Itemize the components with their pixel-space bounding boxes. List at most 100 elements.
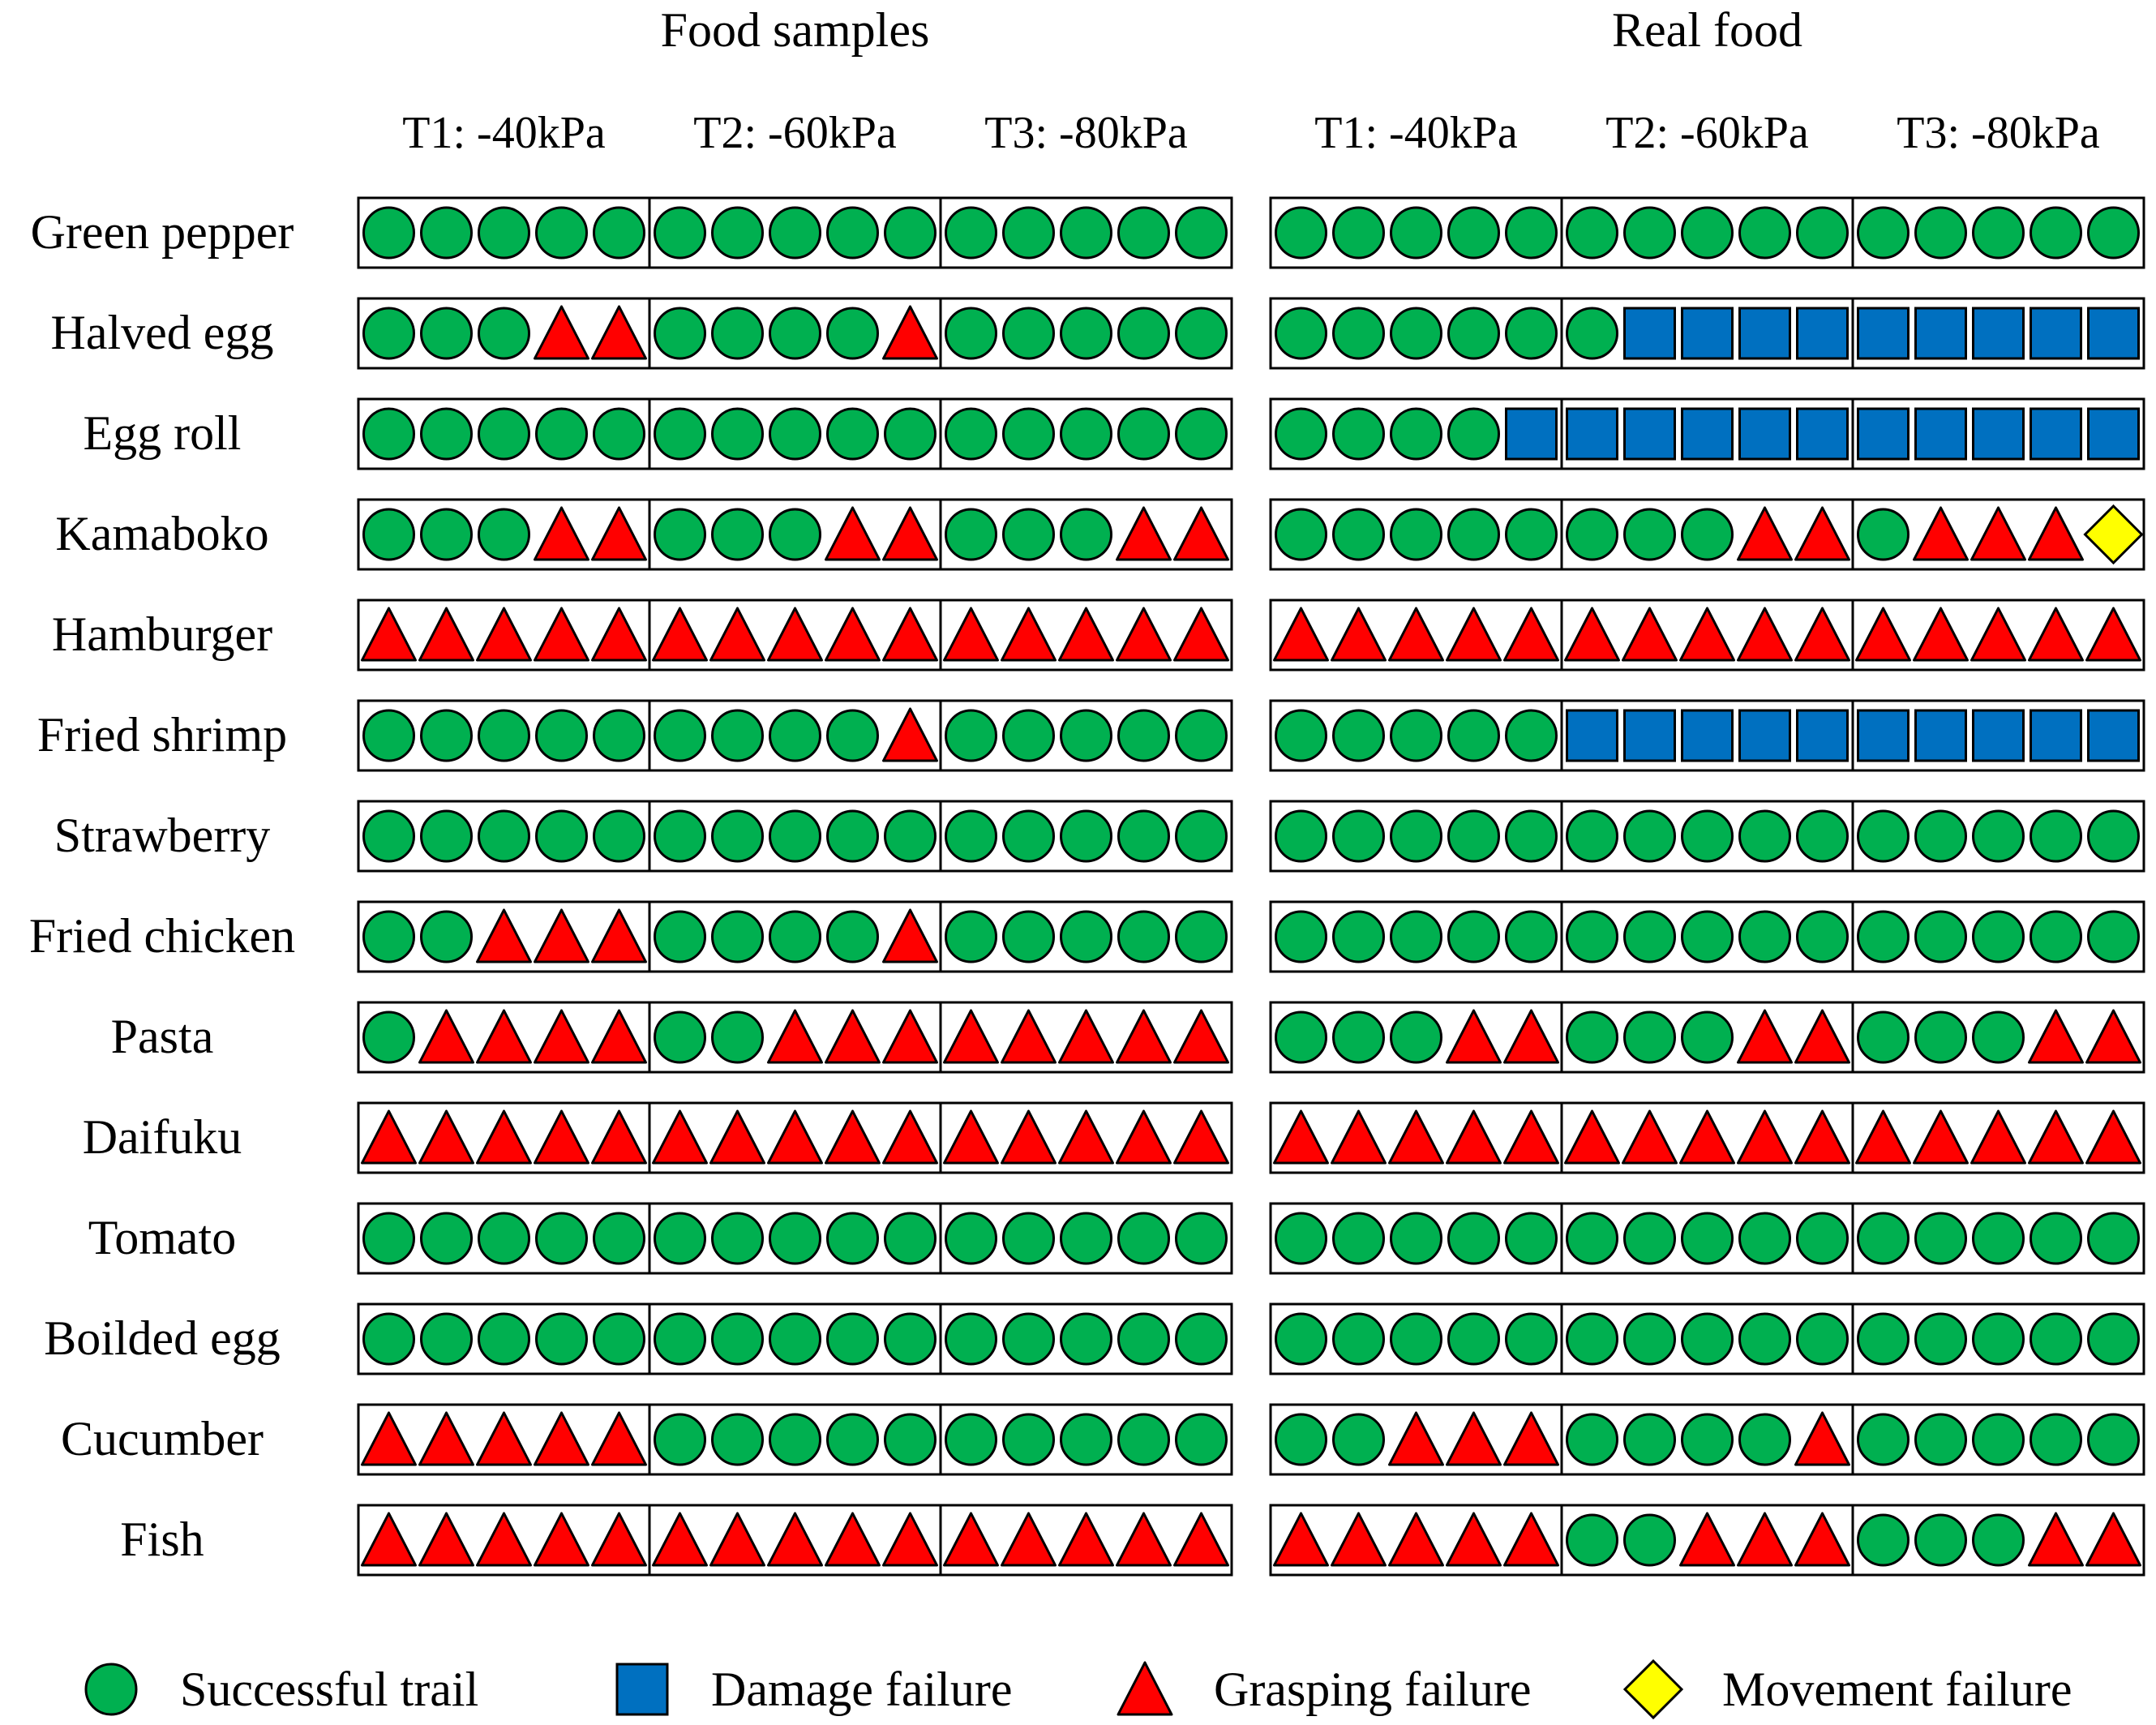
trial-circle [884, 1413, 937, 1466]
trial-circle [593, 1212, 645, 1265]
trial-circle [711, 1011, 764, 1064]
trial-circle [1332, 206, 1385, 260]
trial-diamond [2083, 504, 2144, 565]
trial-triangle [882, 908, 938, 963]
row-label: Fish [120, 1513, 204, 1566]
trial-triangle [1388, 1512, 1444, 1567]
trial-circle [535, 709, 588, 762]
trial-circle [362, 508, 415, 561]
trial-circle [826, 709, 879, 762]
trial-circle [362, 1011, 415, 1064]
trial-triangle [591, 506, 647, 561]
trial-triangle [882, 1512, 938, 1567]
condition-header: T2: -60kPa [1605, 108, 1809, 158]
legend-label: Movement failure [1722, 1663, 2072, 1716]
trial-triangle [591, 1411, 647, 1466]
trial-triangle [2028, 607, 2084, 662]
trial-circle [362, 206, 415, 260]
trial-circle [1914, 1312, 1967, 1366]
trial-circle [1972, 1212, 2025, 1265]
trial-circle [1505, 809, 1558, 863]
trial-circle [945, 206, 997, 260]
trial-circle [1275, 206, 1327, 260]
trial-triangle [1679, 1109, 1735, 1165]
trial-triangle [943, 1009, 999, 1064]
trial-triangle [591, 607, 647, 662]
trial-circle [769, 809, 821, 863]
trial-circle [1914, 1212, 1967, 1265]
trial-circle [1972, 1011, 2025, 1064]
trial-square [1857, 407, 1910, 461]
trial-circle [1972, 809, 2025, 863]
trial-circle [1972, 910, 2025, 963]
trial-circle [1914, 1011, 1967, 1064]
trial-triangle [1737, 1009, 1793, 1064]
trial-circle [945, 407, 997, 461]
trial-triangle [652, 1109, 708, 1165]
trial-circle [1060, 910, 1112, 963]
trial-circle [1447, 1312, 1500, 1366]
trial-triangle [1737, 506, 1793, 561]
trial-circle [1972, 1413, 2025, 1466]
trial-circle [1681, 206, 1734, 260]
trial-circle [1623, 1413, 1676, 1466]
trial-square [1914, 709, 1967, 762]
trial-circle [1447, 508, 1500, 561]
trial-triangle [1503, 1512, 1559, 1567]
trial-circle [654, 307, 706, 360]
trial-circle [1623, 1312, 1676, 1366]
trial-circle [826, 307, 879, 360]
trial-triangle [1058, 607, 1114, 662]
result-row-samples [357, 599, 1233, 672]
trial-triangle [1913, 1109, 1969, 1165]
result-row-real [1269, 196, 2145, 269]
trial-circle [1117, 1413, 1170, 1466]
trial-circle [769, 307, 821, 360]
trial-circle [478, 307, 530, 360]
trial-circle [478, 809, 530, 863]
trial-circle [535, 407, 588, 461]
trial-circle [1505, 910, 1558, 963]
trial-triangle [882, 1009, 938, 1064]
trial-triangle [2085, 607, 2141, 662]
trial-circle [884, 407, 937, 461]
legend-item: Movement failure [1622, 1658, 2072, 1720]
trial-circle [1857, 1413, 1910, 1466]
trial-triangle [534, 607, 589, 662]
trial-triangle [2085, 1009, 2141, 1064]
trial-triangle [1737, 1109, 1793, 1165]
trial-triangle [1855, 607, 1911, 662]
trial-circle [1796, 1212, 1849, 1265]
trial-circle [1857, 1011, 1910, 1064]
trial-circle [593, 206, 645, 260]
trial-circle [478, 1212, 530, 1265]
legend-square-icon [615, 1663, 669, 1716]
trial-triangle [1331, 607, 1387, 662]
trial-triangle [361, 1109, 417, 1165]
trial-circle [1390, 307, 1442, 360]
trial-triangle [825, 607, 881, 662]
trial-triangle [2085, 1109, 2141, 1165]
trial-square [2087, 307, 2140, 360]
trial-triangle [1970, 607, 2026, 662]
result-row-samples [357, 1202, 1233, 1275]
trial-circle [1002, 206, 1055, 260]
trial-circle [1972, 206, 2025, 260]
condition-header: T1: -40kPa [1314, 108, 1518, 158]
trial-circle [1175, 1212, 1228, 1265]
trial-circle [1117, 910, 1170, 963]
trial-circle [1175, 1312, 1228, 1366]
trial-circle [2030, 809, 2082, 863]
trial-circle [654, 1312, 706, 1366]
trial-triangle [1116, 1512, 1172, 1567]
trial-square [1623, 709, 1676, 762]
trial-triangle [476, 1009, 532, 1064]
trial-circle [1117, 709, 1170, 762]
trial-circle [1002, 910, 1055, 963]
trial-circle [2030, 910, 2082, 963]
trial-circle [362, 1312, 415, 1366]
trial-circle [362, 1212, 415, 1265]
trial-circle [1117, 206, 1170, 260]
trial-square [1681, 307, 1734, 360]
trial-circle [420, 508, 473, 561]
